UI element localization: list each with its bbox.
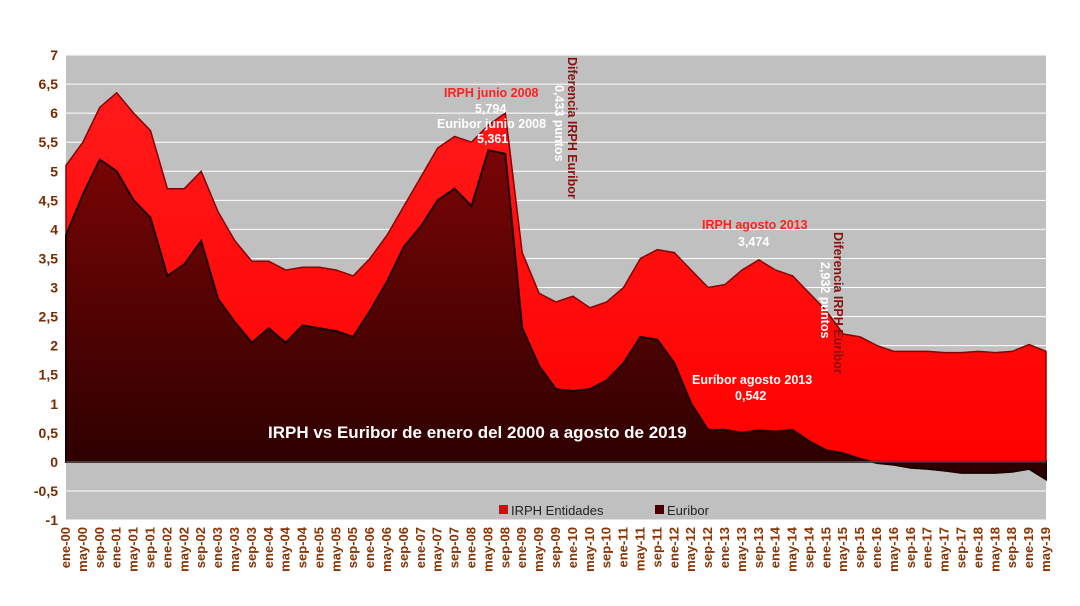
x-tick-label: may-06 <box>379 527 394 572</box>
x-tick-label: sep-12 <box>700 527 715 568</box>
annotation-diff-2008-label: Diferencia IRPH Euribor <box>565 57 579 199</box>
x-tick-label: ene-02 <box>159 527 174 568</box>
x-tick-label: sep-04 <box>295 526 310 568</box>
x-tick-label: may-04 <box>278 526 293 572</box>
x-tick-label: sep-07 <box>447 527 462 568</box>
x-tick-label: ene-05 <box>311 527 326 568</box>
euribor-area <box>65 149 1047 482</box>
x-tick-label: sep-02 <box>193 527 208 568</box>
legend-swatch-irph <box>499 505 508 514</box>
x-tick-label: may-03 <box>227 527 242 572</box>
annotation-euribor-2013-label: Euríbor agosto 2013 <box>692 373 812 387</box>
legend: IRPH Entidades Euribor <box>499 503 710 518</box>
x-tick-label: ene-07 <box>413 527 428 568</box>
annotation-euribor-2008-value: 5,361 <box>477 132 508 146</box>
x-tick-label: sep-06 <box>396 527 411 568</box>
x-tick-label: sep-16 <box>903 527 918 568</box>
x-tick-label: may-19 <box>1038 527 1053 572</box>
x-tick-label: may-18 <box>987 527 1002 572</box>
x-tick-label: may-10 <box>582 527 597 572</box>
x-tick-label: ene-01 <box>109 527 124 568</box>
x-tick-label: ene-12 <box>666 527 681 568</box>
x-tick-label: ene-13 <box>717 527 732 568</box>
annotation-diff-2008-value: 0,433 puntos <box>552 85 566 161</box>
x-tick-label: ene-10 <box>565 527 580 568</box>
x-tick-label: sep-08 <box>497 527 512 568</box>
x-tick-label: may-07 <box>430 527 445 572</box>
x-tick-label: ene-08 <box>464 527 479 568</box>
x-tick-label: ene-09 <box>514 527 529 568</box>
x-tick-label: sep-00 <box>92 527 107 568</box>
x-tick-label: sep-10 <box>599 527 614 568</box>
y-tick-label: 1,5 <box>39 367 59 383</box>
x-tick-label: sep-13 <box>751 527 766 568</box>
y-tick-label: -1 <box>46 512 59 528</box>
x-axis-ticks: ene-00 may-00 sep-00 ene-01 may-01 sep-01 ene-… <box>58 526 1053 572</box>
y-tick-label: -0,5 <box>34 483 58 499</box>
y-tick-label: 0,5 <box>39 425 59 441</box>
x-tick-label: may-13 <box>734 527 749 572</box>
x-tick-label: sep-11 <box>649 527 664 567</box>
x-tick-label: ene-16 <box>869 527 884 568</box>
x-tick-label: sep-01 <box>143 527 158 568</box>
x-tick-label: ene-06 <box>362 527 377 568</box>
y-tick-label: 6 <box>50 105 58 121</box>
x-tick-label: sep-09 <box>548 527 563 568</box>
chart-title: IRPH vs Euribor de enero del 2000 a agos… <box>268 423 687 442</box>
x-tick-label: sep-03 <box>244 527 259 568</box>
x-tick-label: may-14 <box>785 526 800 572</box>
y-tick-label: 4 <box>50 221 58 237</box>
x-tick-label: ene-11 <box>616 527 631 567</box>
legend-label-irph: IRPH Entidades <box>511 503 604 518</box>
y-tick-label: 2 <box>50 338 58 354</box>
legend-label-euribor: Euribor <box>667 503 710 518</box>
x-tick-label: ene-15 <box>818 527 833 568</box>
y-tick-label: 3 <box>50 280 58 296</box>
annotation-diff-2013-value: 2,932 puntos <box>818 262 832 338</box>
x-tick-label: may-09 <box>531 527 546 572</box>
annotation-irph-2008-label: IRPH junio 2008 <box>444 86 539 100</box>
series-areas <box>65 91 1047 482</box>
y-axis-ticks: -1 -0,5 0 0,5 1 1,5 2 2,5 3 3,5 4 4,5 5 5,5 6 6,5 7 <box>34 47 58 528</box>
annotation-irph-2013-value: 3,474 <box>738 235 769 249</box>
y-tick-label: 4,5 <box>39 192 59 208</box>
x-tick-label: sep-15 <box>852 527 867 568</box>
y-tick-label: 3,5 <box>39 250 59 266</box>
x-tick-label: may-16 <box>886 527 901 572</box>
x-tick-label: ene-19 <box>1021 527 1036 568</box>
y-tick-label: 5 <box>50 163 58 179</box>
x-tick-label: ene-03 <box>210 527 225 568</box>
y-tick-label: 7 <box>50 47 58 63</box>
y-tick-label: 6,5 <box>39 76 59 92</box>
x-tick-label: sep-18 <box>1004 527 1019 568</box>
x-tick-label: ene-04 <box>261 526 276 568</box>
x-tick-label: ene-00 <box>58 527 73 568</box>
y-tick-label: 1 <box>50 396 58 412</box>
annotation-diff-2013-label: Diferencia IRPH Euribor <box>831 232 845 374</box>
x-tick-label: may-05 <box>328 527 343 572</box>
x-tick-label: sep-14 <box>801 526 816 568</box>
legend-swatch-euribor <box>655 505 664 514</box>
y-tick-label: 0 <box>50 454 58 470</box>
x-tick-label: may-15 <box>835 527 850 572</box>
annotation-euribor-2013-value: 0,542 <box>735 389 766 403</box>
x-tick-label: may-12 <box>683 527 698 572</box>
x-tick-label: may-00 <box>75 527 90 572</box>
x-tick-label: may-01 <box>126 527 141 572</box>
x-tick-label: ene-17 <box>920 527 935 568</box>
y-tick-label: 5,5 <box>39 134 59 150</box>
x-tick-label: may-17 <box>937 527 952 572</box>
x-tick-label: may-02 <box>176 527 191 572</box>
x-tick-label: sep-17 <box>954 527 969 568</box>
x-tick-label: ene-14 <box>768 526 783 568</box>
x-tick-label: ene-18 <box>970 527 985 568</box>
annotation-irph-2013-label: IRPH agosto 2013 <box>702 218 808 232</box>
x-tick-label: may-11 <box>633 527 648 571</box>
x-tick-label: sep-05 <box>345 527 360 568</box>
x-tick-label: may-08 <box>480 527 495 572</box>
annotation-irph-2008-value: 5,794 <box>475 102 506 116</box>
y-tick-label: 2,5 <box>39 309 59 325</box>
annotation-euribor-2008-label: Euribor junio 2008 <box>437 117 546 131</box>
